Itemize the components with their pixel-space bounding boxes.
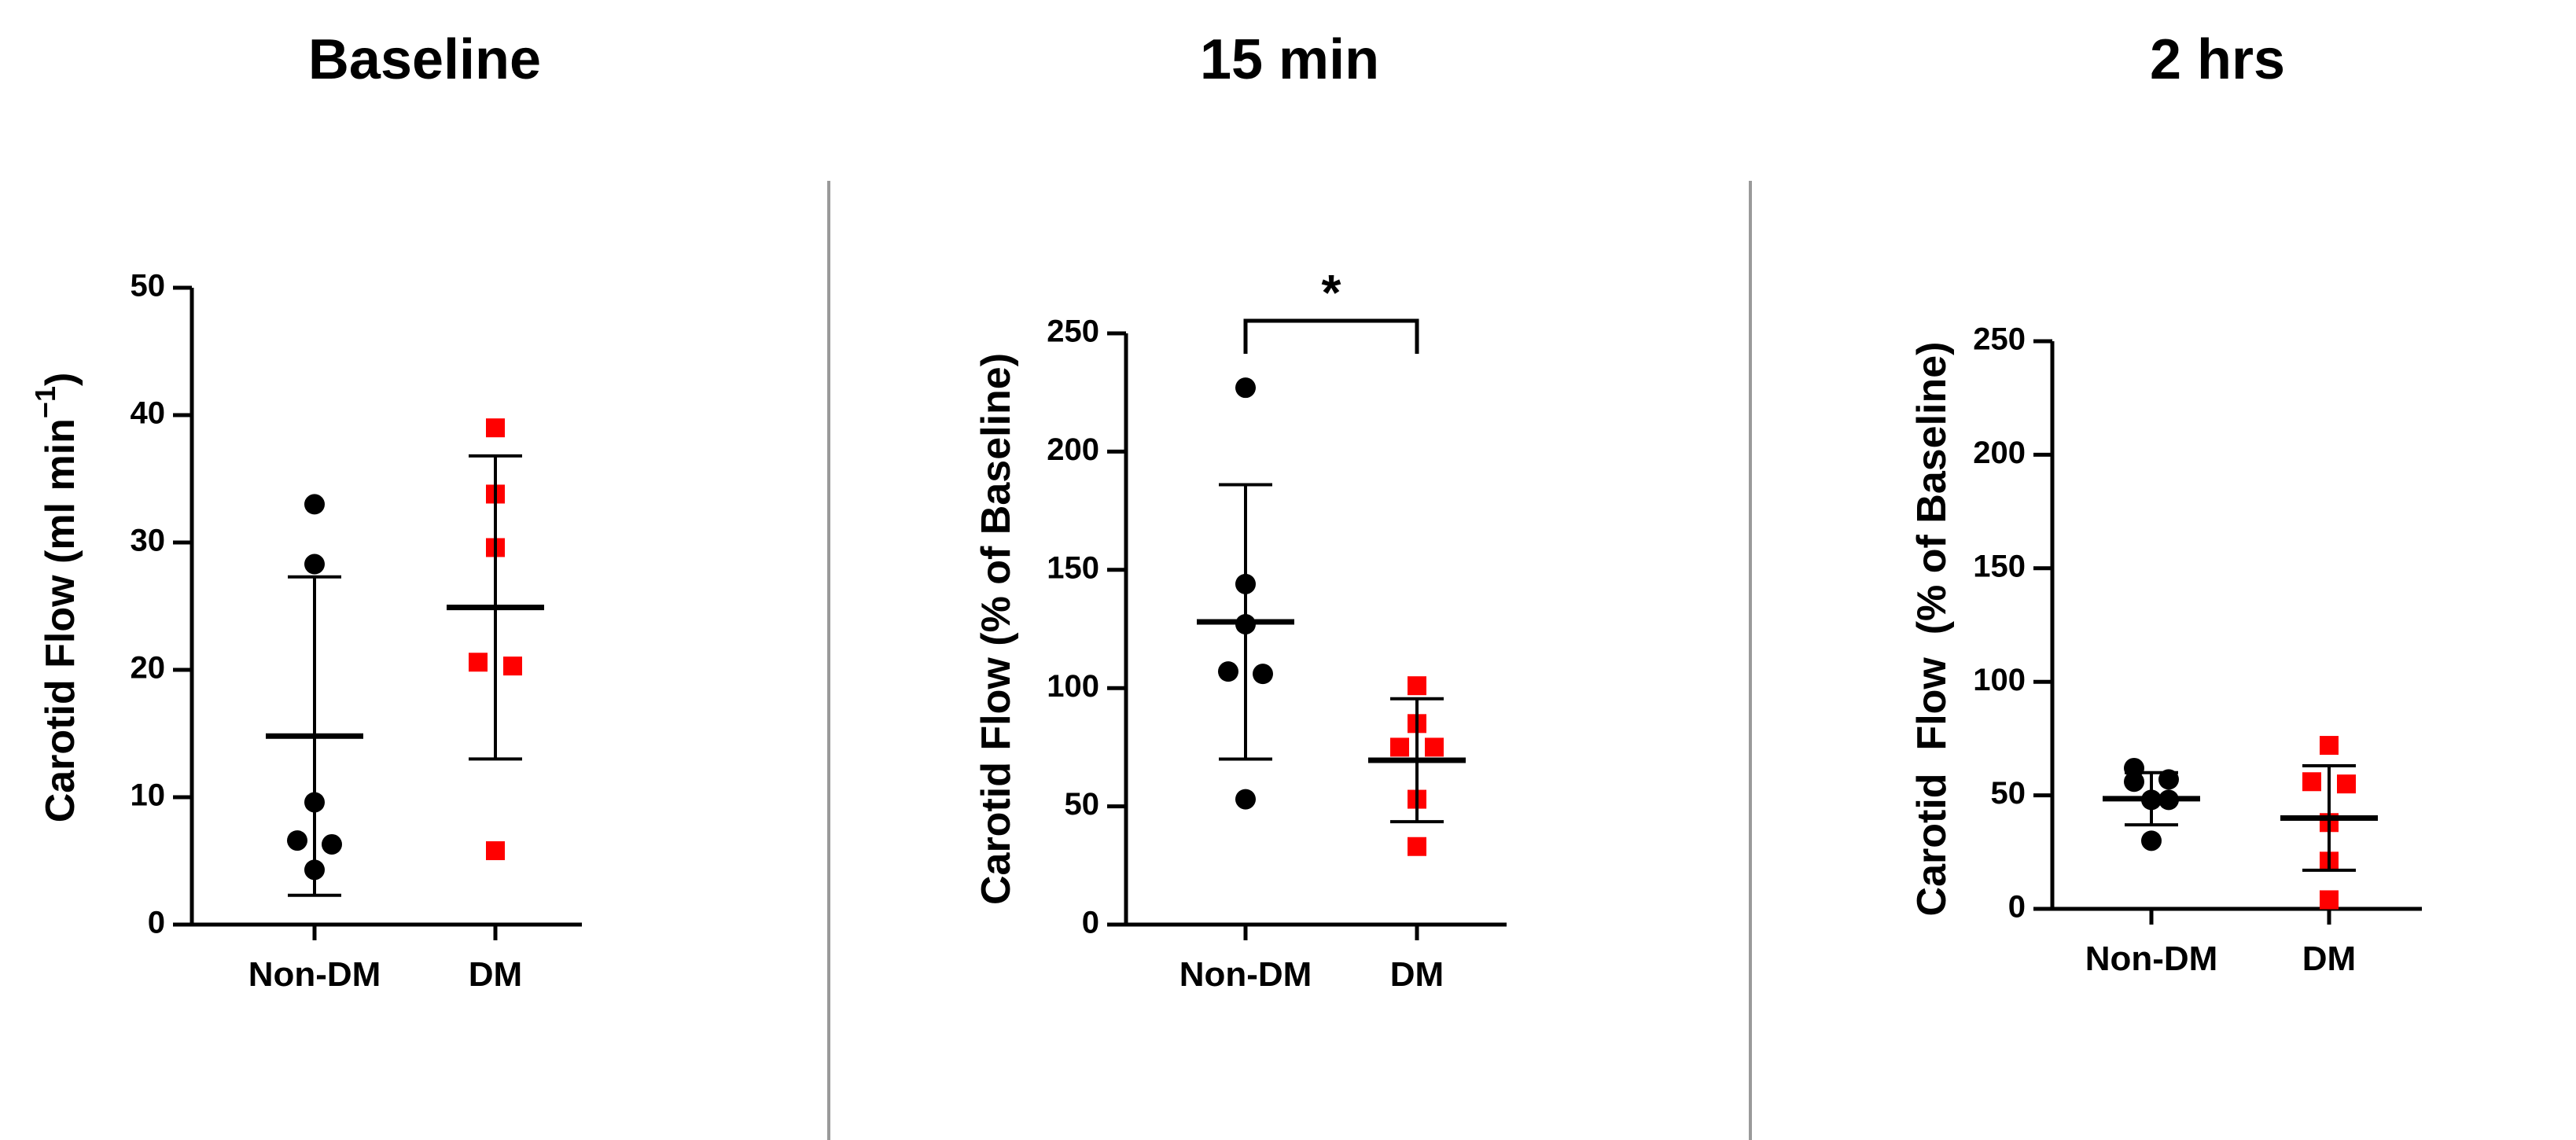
data-point	[1425, 737, 1444, 757]
y-tick-label: 250	[1973, 322, 2026, 357]
y-axis-label-suffix: )	[38, 373, 83, 386]
data-point	[486, 841, 505, 861]
y-tick-label: 0	[1082, 906, 1099, 940]
data-point	[322, 833, 342, 855]
data-point	[1390, 737, 1409, 757]
data-point	[1218, 661, 1238, 682]
y-tick-label: 50	[1065, 787, 1100, 822]
data-point	[1235, 789, 1256, 810]
data-point	[1408, 837, 1426, 856]
data-point	[287, 830, 307, 851]
y-tick-label: 150	[1973, 549, 2026, 583]
data-point	[2337, 774, 2356, 794]
y-axis-label: Carotid Flow (% of Baseline)	[1909, 342, 1955, 917]
data-point	[304, 553, 325, 575]
y-axis-label-text: Carotid Flow (% of Baseline)	[973, 353, 1019, 905]
significance-bracket	[1243, 318, 1419, 354]
y-tick-label: 0	[148, 906, 165, 940]
data-point	[486, 418, 505, 438]
data-point	[2320, 736, 2339, 756]
data-point	[503, 656, 522, 676]
y-tick-label: 40	[131, 396, 166, 431]
data-point	[304, 494, 325, 515]
x-tick-label: Non-DM	[248, 955, 381, 994]
y-tick-label: 250	[1047, 314, 1099, 349]
y-tick-label: 20	[131, 651, 166, 686]
y-tick-label: 150	[1047, 550, 1099, 585]
y-axis-label-text: Carotid Flow (ml min	[38, 418, 83, 822]
y-axis-label-superscript: −1	[29, 386, 61, 418]
x-tick-label: DM	[1390, 955, 1444, 994]
y-axis-label-text: Carotid Flow (% of Baseline)	[1909, 342, 1955, 917]
y-tick-label: 30	[131, 524, 166, 558]
x-tick-label: Non-DM	[1179, 955, 1312, 994]
y-axis-label: Carotid Flow (ml min−1)	[29, 373, 83, 823]
data-point	[1253, 664, 1273, 685]
y-tick-label: 50	[131, 269, 166, 303]
data-point	[2320, 890, 2339, 910]
data-point	[1235, 377, 1256, 399]
panel-title: Baseline	[308, 28, 541, 91]
x-tick-label: DM	[2302, 940, 2356, 978]
x-tick-label: Non-DM	[2085, 940, 2218, 978]
y-tick-label: 50	[1991, 776, 2026, 811]
panel-title: 15 min	[1200, 28, 1379, 91]
y-tick-label: 10	[131, 778, 166, 813]
y-tick-label: 100	[1047, 669, 1099, 704]
data-point	[2158, 769, 2179, 790]
y-tick-label: 200	[1973, 436, 2026, 470]
x-tick-label: DM	[469, 955, 522, 994]
panel-title: 2 hrs	[2150, 28, 2285, 91]
y-axis-label: Carotid Flow (% of Baseline)	[973, 353, 1019, 905]
data-point	[1408, 676, 1426, 696]
data-point	[2141, 830, 2162, 851]
significance-annotation: *	[1322, 264, 1341, 321]
data-point	[2124, 771, 2144, 792]
data-point	[2302, 772, 2321, 792]
y-tick-label: 0	[2008, 890, 2026, 925]
data-point	[469, 653, 488, 672]
y-tick-label: 200	[1047, 432, 1099, 467]
y-tick-label: 100	[1973, 663, 2026, 697]
